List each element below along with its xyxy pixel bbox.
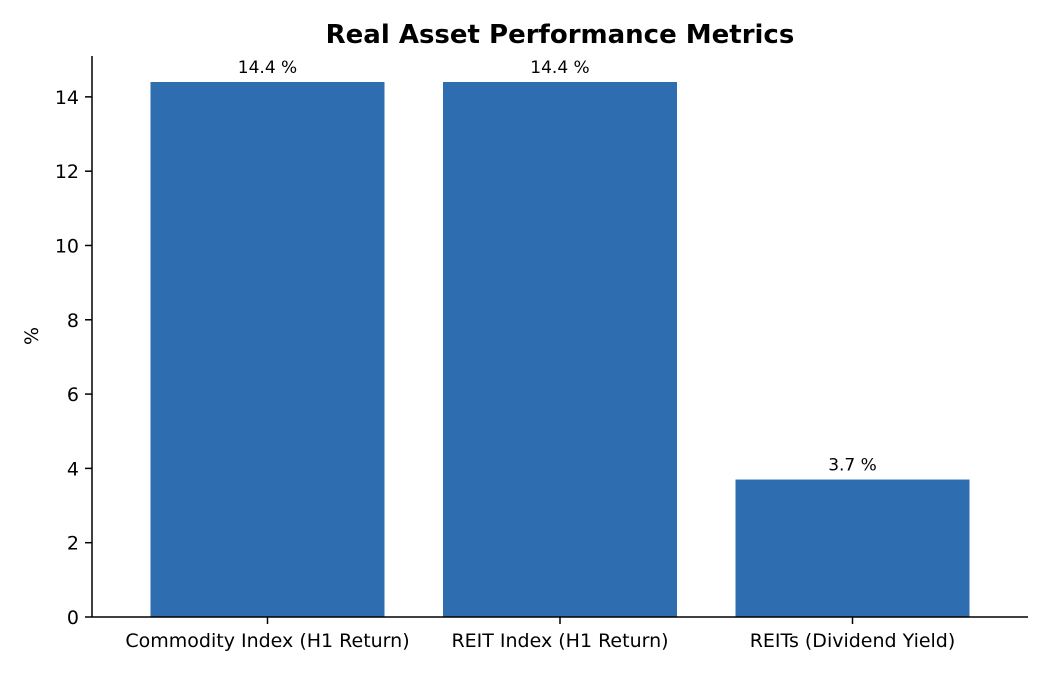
y-tick-label: 12 [55, 161, 79, 183]
y-tick-label: 8 [67, 310, 79, 332]
y-tick-label: 4 [67, 458, 79, 480]
chart-title: Real Asset Performance Metrics [326, 20, 795, 50]
y-tick-label: 6 [67, 384, 79, 406]
bar-value-label: 14.4 % [530, 58, 589, 78]
y-tick-label: 14 [55, 87, 79, 109]
y-tick-label: 10 [55, 235, 79, 257]
y-tick-label: 0 [67, 607, 79, 629]
bar-value-label: 14.4 % [238, 58, 297, 78]
bar [735, 479, 970, 617]
plot-area: 0 2 4 6 8 10 12 14 Commodity Index (H1 Return) 14… [55, 58, 970, 652]
x-tick-label: REITs (Dividend Yield) [750, 630, 956, 652]
x-tick-label: REIT Index (H1 Return) [451, 630, 668, 652]
bar [150, 82, 385, 618]
y-axis-label: % [21, 327, 43, 345]
y-tick-label: 2 [67, 533, 79, 555]
bar [443, 82, 677, 618]
x-tick-label: Commodity Index (H1 Return) [125, 630, 409, 652]
bar-value-label: 3.7 % [828, 456, 877, 476]
